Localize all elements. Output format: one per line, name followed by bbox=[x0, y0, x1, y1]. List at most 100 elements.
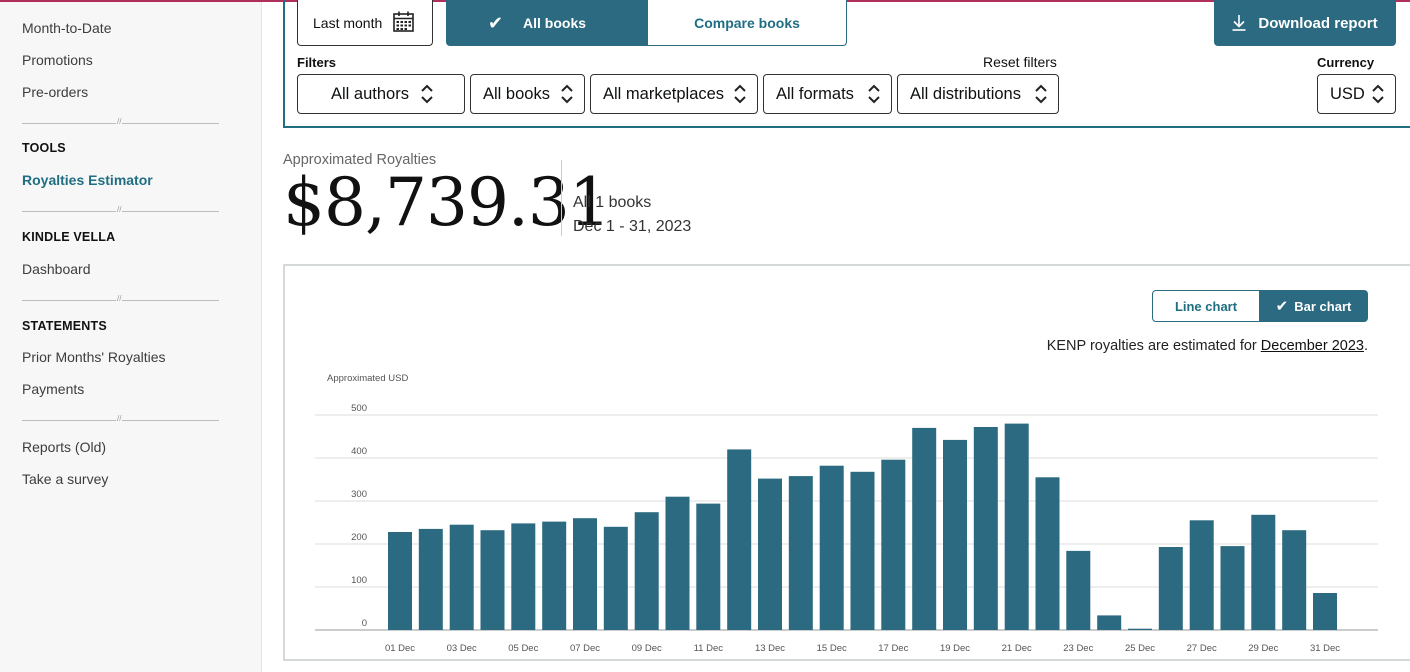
y-tick-label: 0 bbox=[362, 618, 367, 629]
sidebar-item-dashboard[interactable]: Dashboard bbox=[22, 261, 91, 277]
x-tick-label: 19 Dec bbox=[940, 643, 970, 654]
bar-07-dec[interactable] bbox=[573, 518, 597, 630]
sidebar-item-pre-orders[interactable]: Pre-orders bbox=[22, 84, 89, 100]
bar-24-dec[interactable] bbox=[1097, 615, 1122, 630]
x-axis-ticks: 01 Dec 03 Dec 05 Dec 07 Dec 09 Dec 11 Dec 13 D… bbox=[385, 643, 1340, 654]
bar-29-dec[interactable] bbox=[1251, 514, 1276, 630]
sidebar-heading-tools: TOOLS bbox=[22, 141, 66, 155]
kenp-month-link[interactable]: December 2023 bbox=[1260, 338, 1364, 354]
marketplaces-select[interactable]: All marketplaces bbox=[590, 74, 758, 114]
x-tick-label: 13 Dec bbox=[755, 643, 785, 654]
bar-18-dec[interactable] bbox=[912, 427, 937, 630]
sidebar-item-royalties-estimator[interactable]: Royalties Estimator bbox=[22, 172, 153, 188]
bar-16-dec[interactable] bbox=[850, 471, 875, 630]
bar-14-dec[interactable] bbox=[788, 476, 813, 630]
bar-04-dec[interactable] bbox=[480, 530, 505, 630]
summary-divider bbox=[561, 160, 562, 236]
bar-30-dec[interactable] bbox=[1282, 530, 1307, 630]
bar-01-dec[interactable] bbox=[388, 532, 412, 630]
authors-select[interactable]: All authors bbox=[297, 74, 465, 114]
sidebar-item-take-a-survey[interactable]: Take a survey bbox=[22, 471, 109, 487]
sidebar-divider: // bbox=[22, 294, 219, 303]
bar-17-dec[interactable] bbox=[881, 459, 906, 630]
bar-02-dec[interactable] bbox=[418, 528, 443, 630]
royalties-bar-chart: Approximated USD 0 100 200 300 400 500 01 Dec… bbox=[315, 373, 1378, 654]
download-report-label: Download report bbox=[1258, 14, 1378, 32]
bar-chart-label: Bar chart bbox=[1294, 298, 1352, 314]
bar-20-dec[interactable] bbox=[973, 427, 998, 630]
x-tick-label: 05 Dec bbox=[508, 643, 538, 654]
books-select[interactable]: All books bbox=[470, 74, 585, 114]
sidebar-item-payments[interactable]: Payments bbox=[22, 381, 85, 397]
bar-28-dec[interactable] bbox=[1220, 546, 1245, 630]
bar-chart-toggle[interactable]: ✔ Bar chart bbox=[1259, 290, 1368, 322]
calendar-icon bbox=[393, 11, 414, 32]
marketplaces-select-value: All marketplaces bbox=[603, 84, 725, 103]
download-icon bbox=[1232, 15, 1246, 31]
bar-09-dec[interactable] bbox=[634, 512, 659, 630]
bar-21-dec[interactable] bbox=[1004, 423, 1029, 630]
chart-bars bbox=[388, 423, 1337, 630]
bar-23-dec[interactable] bbox=[1066, 550, 1091, 630]
compare-books-toggle-label: Compare books bbox=[694, 14, 800, 31]
bar-06-dec[interactable] bbox=[542, 521, 567, 630]
x-tick-label: 17 Dec bbox=[878, 643, 908, 654]
reset-filters-link[interactable]: Reset filters bbox=[983, 54, 1057, 70]
bar-11-dec[interactable] bbox=[696, 503, 721, 630]
currency-label: Currency bbox=[1317, 55, 1375, 70]
chart-gridlines bbox=[315, 414, 1378, 631]
bar-15-dec[interactable] bbox=[819, 465, 844, 630]
date-range-label: Last month bbox=[313, 14, 383, 31]
sidebar-divider: // bbox=[22, 205, 219, 214]
sidebar-item-reports-old[interactable]: Reports (Old) bbox=[22, 439, 107, 455]
bar-13-dec[interactable] bbox=[758, 478, 782, 630]
x-tick-label: 01 Dec bbox=[385, 643, 415, 654]
bar-10-dec[interactable] bbox=[665, 496, 690, 630]
sort-arrows-icon bbox=[1035, 84, 1047, 104]
x-tick-label: 25 Dec bbox=[1125, 643, 1155, 654]
bar-22-dec[interactable] bbox=[1035, 477, 1060, 630]
y-tick-label: 200 bbox=[351, 532, 367, 543]
currency-select-value: USD bbox=[1330, 84, 1365, 103]
formats-select[interactable]: All formats bbox=[763, 74, 892, 114]
download-report-button[interactable]: Download report bbox=[1214, 0, 1396, 46]
sidebar-item-prior-months-royalties[interactable]: Prior Months' Royalties bbox=[22, 349, 166, 365]
bar-12-dec[interactable] bbox=[727, 449, 752, 630]
x-tick-label: 07 Dec bbox=[570, 643, 600, 654]
royalties-amount: $8,739.31 bbox=[283, 164, 611, 241]
bar-26-dec[interactable] bbox=[1158, 547, 1183, 630]
x-tick-label: 27 Dec bbox=[1187, 643, 1217, 654]
x-tick-label: 11 Dec bbox=[694, 643, 724, 654]
formats-select-value: All formats bbox=[776, 84, 854, 103]
y-axis-ticks: 0 100 200 300 400 500 bbox=[351, 403, 367, 629]
filter-panel bbox=[283, 0, 1410, 128]
bar-27-dec[interactable] bbox=[1189, 520, 1214, 630]
bar-19-dec[interactable] bbox=[943, 439, 967, 630]
x-tick-label: 23 Dec bbox=[1063, 643, 1093, 654]
distributions-select[interactable]: All distributions bbox=[897, 74, 1059, 114]
line-chart-toggle[interactable]: Line chart bbox=[1152, 290, 1260, 322]
y-tick-label: 500 bbox=[351, 403, 367, 414]
x-tick-label: 29 Dec bbox=[1248, 643, 1278, 654]
sidebar-heading-statements: STATEMENTS bbox=[22, 319, 107, 333]
date-range-button[interactable]: Last month bbox=[297, 0, 433, 46]
books-select-value: All books bbox=[483, 84, 550, 103]
y-tick-label: 300 bbox=[351, 489, 367, 500]
sidebar-divider: // bbox=[22, 117, 219, 126]
distributions-select-value: All distributions bbox=[910, 84, 1021, 103]
currency-select[interactable]: USD bbox=[1317, 74, 1396, 114]
all-books-toggle[interactable]: ✔ All books bbox=[446, 0, 648, 46]
sidebar-divider: // bbox=[22, 414, 219, 423]
bar-25-dec[interactable] bbox=[1128, 628, 1152, 630]
bar-31-dec[interactable] bbox=[1313, 593, 1337, 630]
sort-arrows-icon bbox=[561, 84, 573, 104]
sidebar-item-promotions[interactable]: Promotions bbox=[22, 52, 93, 68]
compare-books-toggle[interactable]: Compare books bbox=[647, 0, 847, 46]
sidebar-item-month-to-date[interactable]: Month-to-Date bbox=[22, 20, 112, 36]
line-chart-label: Line chart bbox=[1174, 298, 1238, 314]
bar-05-dec[interactable] bbox=[511, 523, 536, 630]
summary-books: All 1 books bbox=[573, 194, 652, 211]
bar-08-dec[interactable] bbox=[603, 526, 628, 630]
bar-03-dec[interactable] bbox=[449, 524, 474, 630]
sort-arrows-icon bbox=[421, 84, 433, 104]
